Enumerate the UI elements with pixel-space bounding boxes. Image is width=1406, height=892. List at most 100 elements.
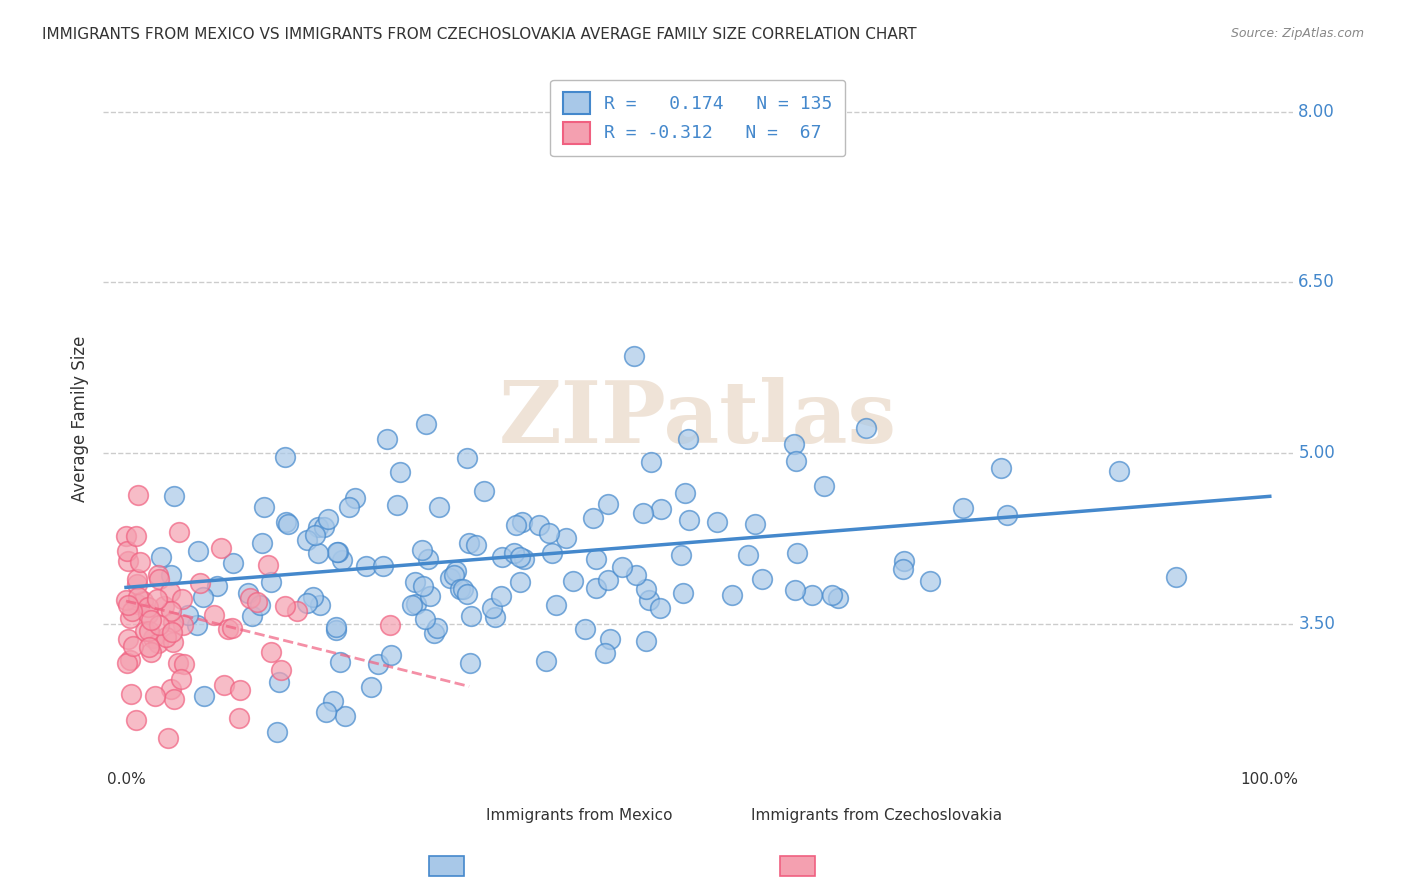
Immigrants from Czechoslovakia bbox=[118, 611, 141, 625]
Immigrants from Mexico bbox=[439, 571, 461, 585]
Immigrants from Czechoslovakia bbox=[148, 572, 170, 586]
Immigrants from Mexico bbox=[249, 598, 271, 612]
Immigrants from Mexico bbox=[250, 535, 273, 549]
Immigrants from Mexico bbox=[277, 517, 299, 532]
Immigrants from Mexico bbox=[458, 656, 481, 670]
Text: 8.00: 8.00 bbox=[1298, 103, 1336, 120]
Immigrants from Mexico bbox=[585, 552, 607, 566]
Immigrants from Mexico bbox=[456, 587, 478, 601]
Immigrants from Mexico bbox=[672, 585, 695, 599]
Immigrants from Mexico bbox=[534, 654, 557, 668]
Immigrants from Mexico bbox=[598, 573, 620, 587]
Immigrants from Mexico bbox=[456, 450, 478, 465]
Immigrants from Mexico bbox=[596, 497, 619, 511]
Text: 3.50: 3.50 bbox=[1298, 615, 1336, 632]
Immigrants from Czechoslovakia bbox=[127, 591, 149, 605]
Immigrants from Mexico bbox=[315, 705, 337, 719]
Immigrants from Mexico bbox=[380, 648, 402, 662]
Immigrants from Mexico bbox=[411, 543, 433, 558]
Immigrants from Mexico bbox=[405, 597, 427, 611]
Immigrants from Mexico bbox=[593, 647, 616, 661]
Immigrants from Mexico bbox=[367, 657, 389, 672]
Immigrants from Mexico bbox=[163, 489, 186, 503]
Immigrants from Mexico bbox=[813, 479, 835, 493]
Immigrants from Mexico bbox=[544, 599, 567, 613]
Immigrants from Mexico bbox=[582, 511, 605, 525]
Immigrants from Czechoslovakia bbox=[136, 599, 159, 614]
Immigrants from Mexico bbox=[205, 578, 228, 592]
Immigrants from Czechoslovakia bbox=[188, 576, 211, 591]
Immigrants from Czechoslovakia bbox=[170, 672, 193, 686]
Immigrants from Czechoslovakia bbox=[134, 624, 156, 639]
Text: Immigrants from Czechoslovakia: Immigrants from Czechoslovakia bbox=[751, 808, 1002, 823]
Immigrants from Mexico bbox=[626, 568, 648, 582]
Immigrants from Mexico bbox=[464, 538, 486, 552]
Immigrants from Mexico bbox=[267, 674, 290, 689]
Immigrants from Mexico bbox=[612, 560, 634, 574]
Immigrants from Mexico bbox=[297, 533, 319, 547]
Immigrants from Mexico bbox=[419, 589, 441, 603]
Immigrants from Mexico bbox=[737, 548, 759, 562]
Immigrants from Mexico bbox=[801, 588, 824, 602]
Immigrants from Czechoslovakia bbox=[121, 604, 143, 618]
Immigrants from Mexico bbox=[240, 608, 263, 623]
Immigrants from Czechoslovakia bbox=[159, 604, 181, 618]
Immigrants from Mexico bbox=[785, 583, 807, 598]
Immigrants from Czechoslovakia bbox=[163, 692, 186, 706]
Immigrants from Czechoslovakia bbox=[117, 598, 139, 612]
Immigrants from Mexico bbox=[312, 519, 335, 533]
Immigrants from Czechoslovakia bbox=[127, 488, 149, 502]
Immigrants from Czechoslovakia bbox=[115, 656, 138, 670]
Immigrants from Mexico bbox=[426, 621, 449, 635]
Immigrants from Mexico bbox=[484, 610, 506, 624]
Immigrants from Czechoslovakia bbox=[245, 595, 267, 609]
Immigrants from Mexico bbox=[302, 590, 325, 604]
Immigrants from Mexico bbox=[678, 513, 700, 527]
Immigrants from Czechoslovakia bbox=[127, 572, 149, 586]
Immigrants from Mexico bbox=[669, 548, 692, 562]
Immigrants from Mexico bbox=[187, 543, 209, 558]
Immigrants from Czechoslovakia bbox=[217, 623, 239, 637]
Immigrants from Mexico bbox=[918, 574, 941, 588]
Immigrants from Czechoslovakia bbox=[260, 645, 283, 659]
Immigrants from Czechoslovakia bbox=[160, 681, 183, 696]
Immigrants from Mexico bbox=[785, 454, 807, 468]
Immigrants from Mexico bbox=[489, 589, 512, 603]
Y-axis label: Average Family Size: Average Family Size bbox=[72, 335, 89, 502]
Immigrants from Mexico bbox=[505, 517, 527, 532]
Text: Immigrants from Mexico: Immigrants from Mexico bbox=[485, 808, 672, 823]
Immigrants from Czechoslovakia bbox=[380, 618, 402, 632]
Immigrants from Mexico bbox=[344, 491, 367, 506]
Immigrants from Czechoslovakia bbox=[146, 636, 169, 650]
Immigrants from Mexico bbox=[891, 561, 914, 575]
Immigrants from Mexico bbox=[307, 520, 329, 534]
Text: Source: ZipAtlas.com: Source: ZipAtlas.com bbox=[1230, 27, 1364, 40]
Text: ZIPatlas: ZIPatlas bbox=[499, 377, 897, 461]
Immigrants from Mexico bbox=[337, 500, 360, 514]
Immigrants from Czechoslovakia bbox=[285, 604, 308, 618]
Immigrants from Mexico bbox=[385, 498, 408, 512]
Immigrants from Czechoslovakia bbox=[139, 645, 162, 659]
Immigrants from Mexico bbox=[160, 567, 183, 582]
Immigrants from Mexico bbox=[751, 573, 773, 587]
Immigrants from Czechoslovakia bbox=[228, 711, 250, 725]
Immigrants from Mexico bbox=[527, 518, 550, 533]
Immigrants from Mexico bbox=[191, 591, 214, 605]
Immigrants from Czechoslovakia bbox=[117, 632, 139, 647]
Immigrants from Mexico bbox=[373, 559, 395, 574]
Immigrants from Mexico bbox=[744, 516, 766, 531]
Immigrants from Mexico bbox=[678, 432, 700, 446]
Immigrants from Mexico bbox=[401, 598, 423, 612]
Immigrants from Mexico bbox=[541, 546, 564, 560]
Immigrants from Mexico bbox=[782, 437, 804, 451]
Immigrants from Czechoslovakia bbox=[167, 656, 190, 670]
Immigrants from Mexico bbox=[297, 596, 319, 610]
Immigrants from Czechoslovakia bbox=[115, 529, 138, 543]
Immigrants from Czechoslovakia bbox=[274, 599, 297, 613]
Immigrants from Mexico bbox=[491, 549, 513, 564]
Immigrants from Czechoslovakia bbox=[270, 663, 292, 677]
Immigrants from Mexico bbox=[253, 500, 276, 514]
Immigrants from Mexico bbox=[623, 350, 645, 364]
Immigrants from Mexico bbox=[538, 525, 561, 540]
Immigrants from Mexico bbox=[640, 455, 662, 469]
